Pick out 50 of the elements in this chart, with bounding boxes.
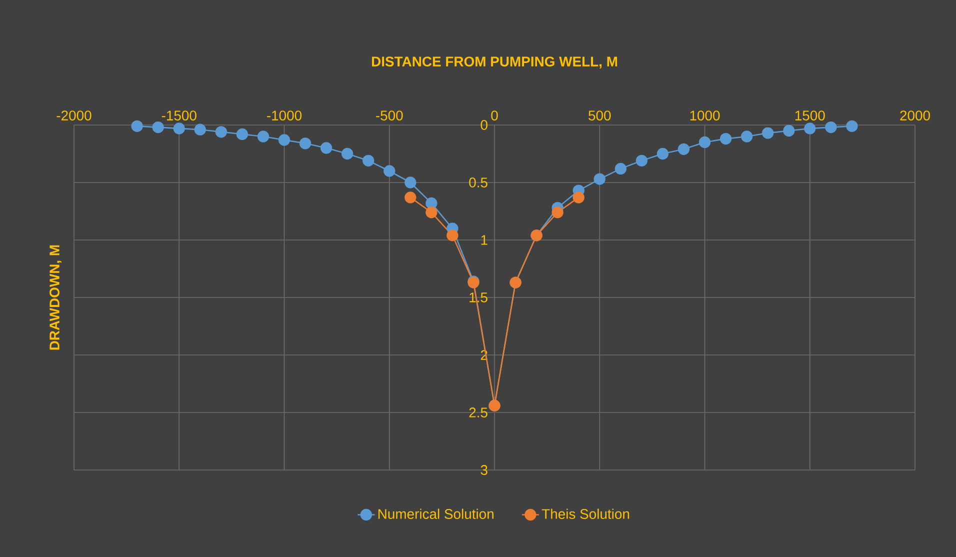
legend-label: Numerical Solution [378,508,494,519]
point [720,132,732,145]
y-tick-label: 0 [480,120,488,130]
x-tick-label: -500 [376,110,403,120]
point [257,130,270,142]
point [236,128,248,140]
x-tick-label: -1000 [267,110,302,120]
point [278,134,290,146]
y-tick-label: 2.5 [469,408,488,418]
point [404,192,416,204]
x-tick-label: -2000 [56,110,92,120]
x-tick-label: 1500 [795,110,825,120]
point [552,206,564,218]
y-tick-label: 3 [480,465,488,475]
legend-label: Theis Solution [542,508,630,519]
x-tick-label: 0 [491,110,498,120]
x-tick-label: 2000 [900,110,930,120]
point [152,121,164,134]
point [846,120,858,132]
x-tick-label: 1000 [690,110,720,120]
y-tick-label: 0.5 [469,178,488,188]
point [215,126,228,138]
point [678,143,690,155]
x-tick-label: 500 [588,110,611,120]
point [636,154,648,166]
point [131,120,143,132]
point [825,121,837,134]
point [572,192,584,204]
point [426,206,438,218]
point [404,176,416,188]
point [173,122,185,134]
point [194,124,206,136]
point [698,136,711,148]
point [740,130,753,142]
point [384,165,396,177]
y-tick-label: 1 [481,235,488,245]
y-axis-title: DRAWDOWN, M [50,245,62,350]
point [656,148,669,160]
point [320,142,332,154]
x-axis-title: DISTANCE FROM PUMPING WELL, M [372,56,618,68]
point [299,138,312,150]
point [362,154,374,166]
point [594,173,606,185]
point [342,148,354,160]
point [446,230,458,242]
point [783,124,795,137]
x-tick-label: -1500 [162,110,196,120]
point [762,127,774,139]
point [804,122,816,134]
point [614,162,626,175]
